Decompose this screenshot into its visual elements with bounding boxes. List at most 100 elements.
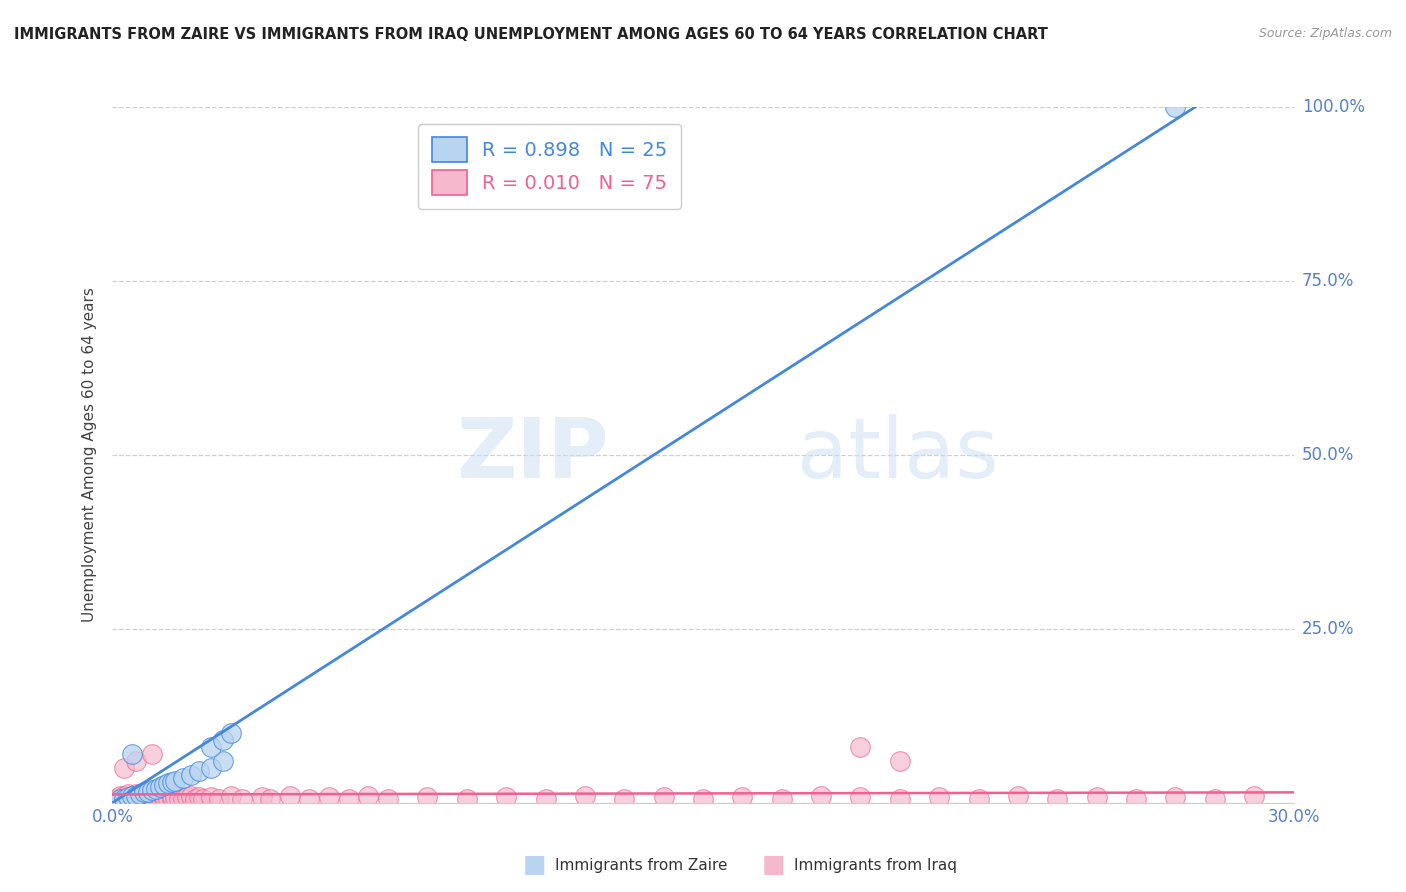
- Point: [416, 790, 439, 805]
- Y-axis label: Unemployment Among Ages 60 to 64 years: Unemployment Among Ages 60 to 64 years: [82, 287, 97, 623]
- Text: Immigrants from Zaire: Immigrants from Zaire: [555, 858, 728, 872]
- Point: [141, 783, 163, 797]
- Point: [534, 792, 557, 806]
- Point: [156, 792, 179, 806]
- Point: [136, 789, 159, 803]
- Point: [136, 792, 159, 806]
- Point: [652, 790, 675, 805]
- Point: [129, 788, 152, 802]
- Point: [613, 792, 636, 806]
- Point: [125, 754, 148, 768]
- Point: [169, 792, 191, 806]
- Point: [145, 781, 167, 796]
- Point: [200, 790, 222, 805]
- Point: [495, 790, 517, 805]
- Point: [129, 789, 152, 803]
- Point: [180, 768, 202, 782]
- Point: [889, 754, 911, 768]
- Point: [188, 764, 211, 779]
- Point: [692, 792, 714, 806]
- Point: [456, 792, 478, 806]
- Point: [889, 792, 911, 806]
- Point: [231, 792, 253, 806]
- Point: [188, 790, 211, 805]
- Point: [172, 792, 194, 806]
- Point: [849, 790, 872, 805]
- Point: [191, 792, 214, 806]
- Point: [132, 785, 155, 799]
- Point: [141, 747, 163, 761]
- Point: [152, 778, 174, 792]
- Point: [337, 792, 360, 806]
- Point: [160, 789, 183, 803]
- Point: [121, 792, 143, 806]
- Point: [132, 788, 155, 802]
- Point: [200, 761, 222, 775]
- Point: [928, 790, 950, 805]
- Point: [219, 726, 242, 740]
- Point: [112, 789, 135, 803]
- Point: [156, 776, 179, 790]
- Point: [117, 788, 139, 802]
- Point: [278, 789, 301, 803]
- Point: [357, 789, 380, 803]
- Point: [112, 792, 135, 806]
- Point: [250, 790, 273, 805]
- Text: 100.0%: 100.0%: [1302, 98, 1365, 116]
- Point: [810, 789, 832, 803]
- Point: [121, 789, 143, 803]
- Point: [176, 790, 198, 805]
- Point: [731, 790, 754, 805]
- Point: [1204, 792, 1226, 806]
- Point: [117, 790, 139, 805]
- Point: [117, 790, 139, 805]
- Point: [110, 789, 132, 803]
- Point: [110, 792, 132, 806]
- Point: [125, 788, 148, 802]
- Point: [141, 788, 163, 802]
- Point: [1125, 792, 1147, 806]
- Point: [849, 740, 872, 755]
- Point: [1243, 789, 1265, 803]
- Point: [1164, 790, 1187, 805]
- Point: [121, 789, 143, 803]
- Text: ■: ■: [523, 854, 546, 877]
- Text: atlas: atlas: [797, 415, 1000, 495]
- Point: [121, 747, 143, 761]
- Text: ■: ■: [762, 854, 785, 877]
- Point: [298, 792, 321, 806]
- Point: [770, 792, 793, 806]
- Text: IMMIGRANTS FROM ZAIRE VS IMMIGRANTS FROM IRAQ UNEMPLOYMENT AMONG AGES 60 TO 64 Y: IMMIGRANTS FROM ZAIRE VS IMMIGRANTS FROM…: [14, 27, 1047, 42]
- Point: [145, 792, 167, 806]
- Point: [129, 792, 152, 806]
- Point: [110, 792, 132, 806]
- Point: [318, 790, 340, 805]
- Text: Source: ZipAtlas.com: Source: ZipAtlas.com: [1258, 27, 1392, 40]
- Point: [574, 789, 596, 803]
- Point: [125, 789, 148, 803]
- Point: [149, 780, 172, 795]
- Text: 25.0%: 25.0%: [1302, 620, 1354, 638]
- Point: [967, 792, 990, 806]
- Point: [149, 790, 172, 805]
- Point: [211, 733, 233, 747]
- Point: [172, 772, 194, 786]
- Point: [184, 792, 207, 806]
- Text: 50.0%: 50.0%: [1302, 446, 1354, 464]
- Point: [1085, 790, 1108, 805]
- Point: [377, 792, 399, 806]
- Point: [152, 792, 174, 806]
- Legend: R = 0.898   N = 25, R = 0.010   N = 75: R = 0.898 N = 25, R = 0.010 N = 75: [418, 124, 681, 209]
- Point: [160, 775, 183, 789]
- Text: 75.0%: 75.0%: [1302, 272, 1354, 290]
- Point: [208, 792, 231, 806]
- Point: [1007, 789, 1029, 803]
- Point: [1046, 792, 1069, 806]
- Point: [165, 790, 187, 805]
- Text: Immigrants from Iraq: Immigrants from Iraq: [794, 858, 957, 872]
- Point: [112, 792, 135, 806]
- Point: [125, 790, 148, 805]
- Point: [112, 761, 135, 775]
- Point: [219, 789, 242, 803]
- Point: [180, 789, 202, 803]
